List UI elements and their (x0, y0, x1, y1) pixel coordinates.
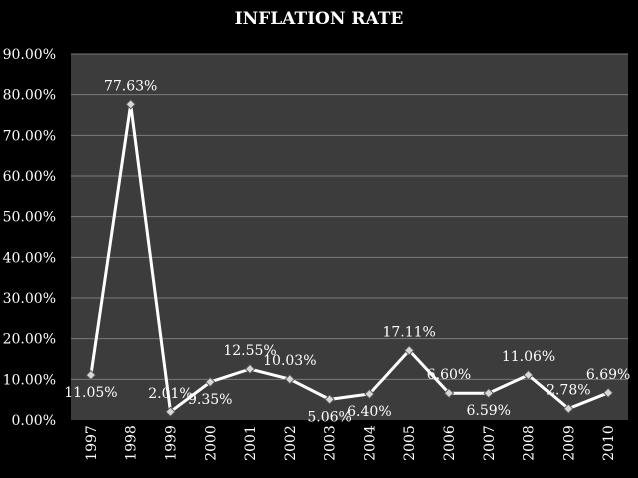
x-tick-label: 2002 (283, 425, 299, 461)
x-tick-label: 1999 (163, 425, 179, 461)
y-axis-ticks: 0.00% 10.00% 20.00% 30.00% 40.00% 50.00% 60.00… (3, 47, 56, 429)
data-label: 17.11% (382, 324, 435, 340)
chart-title: INFLATION RATE (235, 9, 404, 29)
x-tick-label: 2007 (482, 425, 498, 461)
y-tick-label: 80.00% (3, 88, 56, 104)
x-tick-label: 2008 (522, 425, 538, 461)
x-tick-label: 1998 (124, 425, 140, 461)
data-label: 77.63% (104, 78, 157, 94)
x-axis-ticks: 1997 1998 1999 2000 2001 2002 2003 2004 2005 2006… (84, 425, 617, 461)
x-tick-label: 2001 (243, 425, 259, 461)
x-tick-label: 2006 (442, 425, 458, 461)
y-tick-label: 0.00% (12, 413, 56, 429)
x-tick-label: 2003 (323, 425, 339, 461)
x-tick-label: 2005 (402, 425, 418, 461)
data-label: 2.01% (148, 386, 192, 402)
plot-area (71, 54, 628, 420)
x-tick-label: 2004 (362, 425, 378, 461)
y-tick-label: 70.00% (3, 128, 56, 144)
data-label: 5.06% (307, 409, 351, 425)
x-tick-label: 2000 (203, 425, 219, 461)
data-label: 6.69% (586, 367, 630, 383)
y-tick-label: 50.00% (3, 210, 56, 226)
data-label: 11.05% (64, 385, 117, 401)
y-tick-label: 30.00% (3, 291, 56, 307)
data-label: 6.40% (347, 404, 391, 420)
data-label: 6.60% (427, 367, 471, 383)
y-tick-label: 90.00% (3, 47, 56, 63)
x-tick-label: 2009 (561, 425, 577, 461)
data-label: 9.35% (188, 392, 232, 408)
y-tick-label: 20.00% (3, 332, 56, 348)
y-tick-label: 40.00% (3, 250, 56, 266)
y-tick-label: 10.00% (3, 372, 56, 388)
data-label: 6.59% (467, 403, 511, 419)
x-tick-label: 1997 (84, 425, 100, 461)
data-label: 10.03% (263, 353, 316, 369)
x-tick-label: 2010 (601, 425, 617, 461)
y-tick-label: 60.00% (3, 169, 56, 185)
data-label: 11.06% (502, 349, 555, 365)
data-label: 2.78% (546, 383, 590, 399)
